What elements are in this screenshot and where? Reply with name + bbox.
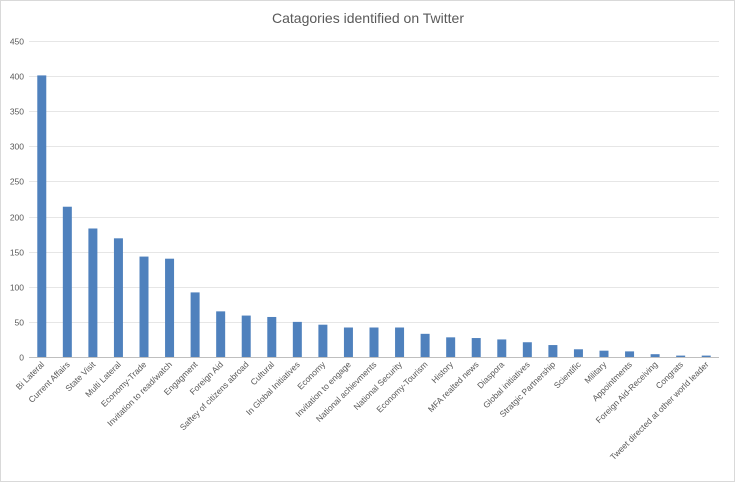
- bar: [420, 333, 430, 357]
- bar: [318, 324, 328, 357]
- y-tick-label: 300: [10, 142, 24, 152]
- bar: [165, 258, 175, 357]
- y-tick-label: 150: [10, 248, 24, 258]
- bar: [676, 355, 686, 357]
- bar: [216, 311, 226, 357]
- bar: [88, 228, 98, 357]
- y-tick-label: 450: [10, 37, 24, 47]
- y-tick-label: 50: [15, 318, 25, 328]
- bar: [343, 327, 353, 357]
- bar: [471, 338, 481, 357]
- y-tick-label: 250: [10, 177, 24, 187]
- bar: [369, 327, 379, 357]
- bar: [292, 321, 302, 357]
- bar: [395, 327, 405, 357]
- y-tick-label: 0: [19, 353, 24, 363]
- bar: [573, 349, 583, 357]
- bar: [650, 354, 660, 357]
- bar: [522, 342, 532, 357]
- bar: [267, 316, 277, 357]
- bar: [241, 315, 251, 357]
- bar: [548, 345, 558, 357]
- bar: [446, 337, 456, 357]
- bar: [190, 292, 200, 357]
- gridlines: [29, 41, 719, 358]
- x-category-label: Scientific: [552, 359, 584, 391]
- y-tick-label: 200: [10, 213, 24, 223]
- bar: [37, 75, 47, 357]
- bar: [625, 351, 635, 357]
- y-tick-label: 350: [10, 107, 24, 117]
- bars: [37, 75, 711, 357]
- bar: [113, 238, 123, 357]
- y-axis-ticks: 0 50 100 150 200 250 300 350 400 450: [10, 37, 24, 363]
- bar: [62, 206, 72, 357]
- bar: [139, 256, 149, 357]
- y-tick-label: 400: [10, 72, 24, 82]
- bar: [599, 350, 609, 357]
- bar: [497, 339, 507, 357]
- y-tick-label: 100: [10, 283, 24, 293]
- bar: [701, 355, 711, 357]
- chart-title: Catagories identified on Twitter: [272, 10, 464, 26]
